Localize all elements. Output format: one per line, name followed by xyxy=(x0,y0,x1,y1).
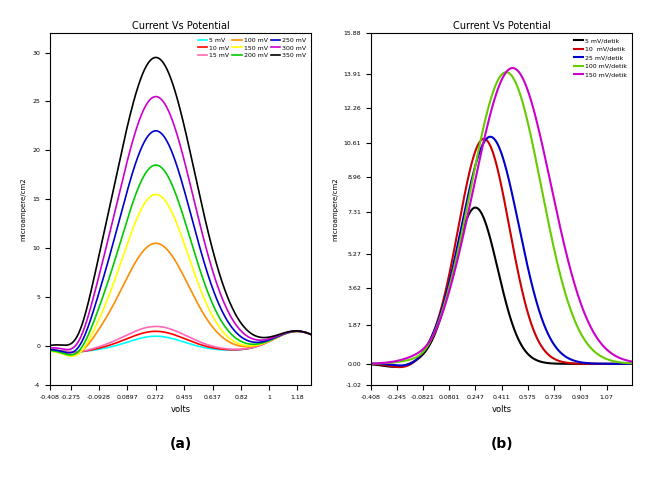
Text: (a): (a) xyxy=(169,437,192,452)
Title: Current Vs Potential: Current Vs Potential xyxy=(453,21,550,31)
Legend: 5 mV, 10 mV, 15 mV, 100 mV, 150 mV, 200 mV, 250 mV, 300 mV, 350 mV: 5 mV, 10 mV, 15 mV, 100 mV, 150 mV, 200 … xyxy=(196,36,308,60)
X-axis label: volts: volts xyxy=(170,405,191,414)
Y-axis label: microampere/cm2: microampere/cm2 xyxy=(21,177,27,241)
Title: Current Vs Potential: Current Vs Potential xyxy=(132,21,229,31)
X-axis label: volts: volts xyxy=(492,405,512,414)
Legend: 5 mV/detik, 10  mV/detik, 25 mV/detik, 100 mV/detik, 150 mV/detik: 5 mV/detik, 10 mV/detik, 25 mV/detik, 10… xyxy=(572,36,629,79)
Text: (b): (b) xyxy=(490,437,513,452)
Y-axis label: microampere/cm2: microampere/cm2 xyxy=(332,177,338,241)
